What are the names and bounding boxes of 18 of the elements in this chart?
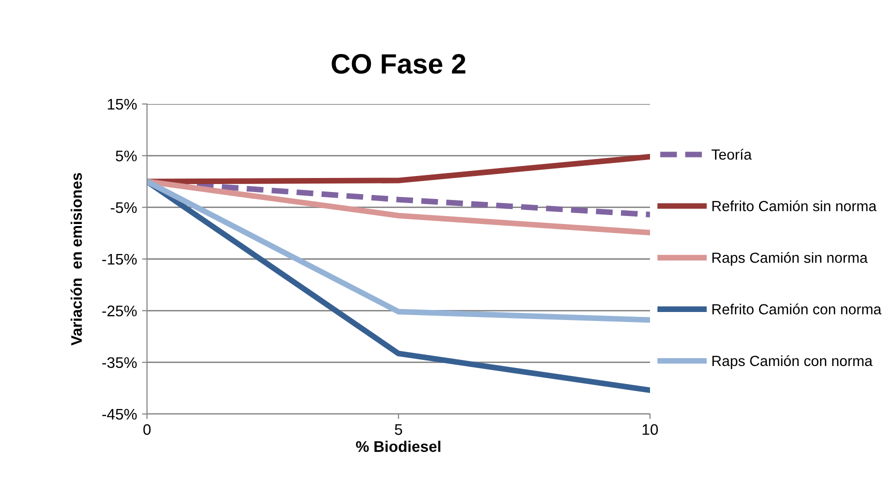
x-tick-label: 10 <box>642 424 658 435</box>
x-axis-title: % Biodiesel <box>356 440 440 452</box>
y-tick-label: -5% <box>110 202 137 214</box>
y-tick-label: -25% <box>102 306 137 316</box>
legend-label: Teoría <box>712 148 752 160</box>
legend-label: Raps Camión sin norma <box>712 252 868 266</box>
y-tick-label: -45% <box>102 408 137 420</box>
y-tick-label: 5% <box>116 150 137 162</box>
legend-label: Raps Camión con norma <box>712 355 873 369</box>
legend-label: Refrito Camión sin norma <box>712 200 877 212</box>
legend-label: Refrito Camión con norma <box>712 304 882 314</box>
x-tick-label: 5 <box>394 424 402 435</box>
y-axis-title: Variación en emisiones <box>70 173 82 346</box>
y-tick-label: 15% <box>108 98 137 110</box>
y-tick-label: -35% <box>102 357 137 368</box>
x-tick-label: 0 <box>143 424 151 435</box>
y-tick-label: -15% <box>102 254 137 265</box>
chart-title: CO Fase 2 <box>332 54 466 74</box>
